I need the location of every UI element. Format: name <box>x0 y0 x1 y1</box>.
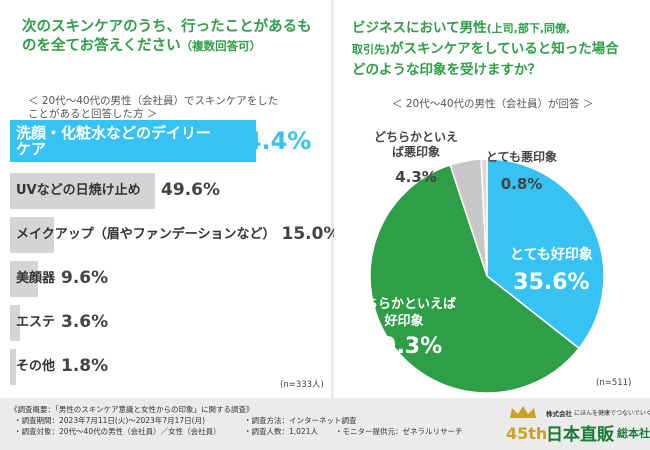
logo-corp: 株式会社 <box>546 410 572 418</box>
right-question: ビジネスにおいて男性(上司,部下,同僚, 取引先)がスキンケアをしていると知った… <box>352 20 619 78</box>
bar-value-1: 49.6% <box>161 180 220 200</box>
left-question: 次のスキンケアのうち、行ったことがあるものを全てお答えください（複数回答可） <box>22 19 312 54</box>
bar-label-1: UVなどの日焼け止め <box>16 183 141 198</box>
left-subtitle: ＜ 20代～40代の男性（会社員）でスキンケアをしたことがあると回答した方 ＞ <box>28 95 279 120</box>
pie-label-good-value: 59.3% <box>365 334 443 359</box>
pie-label-very-bad-name: とても悪印象 <box>486 150 558 164</box>
pie-label-bad-value: 4.3% <box>395 168 437 186</box>
pie-label-very-good-name: とても好印象 <box>510 247 593 263</box>
bar-label-4: エステ <box>16 315 56 330</box>
bar-label-0: 洗顔・化粧水などのデイリーケア <box>16 124 212 158</box>
logo-suffix: 総本社 <box>617 427 650 440</box>
pie-label-very-good: とても好印象 35.6% <box>510 244 593 295</box>
pie-label-good-name: どちらかといえば好印象 <box>351 297 456 329</box>
logo-name: 日本直販 <box>546 425 614 445</box>
survey-target: ・調査対象：20代～40代の男性（会社員）／女性（会社員） <box>14 427 221 436</box>
pie-label-bad-name: どちらかといえば悪印象 <box>374 130 459 159</box>
pie-label-very-good-value: 35.6% <box>513 270 590 295</box>
bar-value-3: 9.6% <box>61 268 109 288</box>
right-panel: ビジネスにおいて男性(上司,部下,同僚, 取引先)がスキンケアをしていると知った… <box>334 0 650 398</box>
pie-label-very-bad-value: 0.8% <box>500 175 543 193</box>
pie-chart <box>369 158 605 394</box>
logo-slogan: にほんを健康でつないでいく <box>574 410 650 417</box>
bar-label-2: メイクアップ（眉やファンデーションなど） <box>16 227 276 242</box>
bar-value-2: 15.0% <box>281 224 341 244</box>
right-n-count: (n=511) <box>596 378 632 388</box>
left-n-count: (n=333人) <box>280 380 324 390</box>
pie-slice-very-good <box>486 158 605 350</box>
bar-label-5: その他 <box>16 359 56 374</box>
survey-title: 《調査概要：「男性のスキンケア意識と女性からの印象」に関する調査》 <box>10 405 254 414</box>
bar-3 <box>10 261 38 297</box>
right-subtitle: ＜ 20代～40代の男性（会社員）が回答 ＞ <box>392 98 594 110</box>
logo-anniversary: 45th <box>506 424 548 443</box>
pie-label-bad: どちらかといえば悪印象 4.3% <box>374 130 458 185</box>
survey-period: ・調査期間：2023年7月11日(火)～2023年7月17日(月) <box>14 416 206 425</box>
bar-value-0: 84.4% <box>228 127 312 155</box>
company-logo: 45th 株式会社 にほんを健康でつないでいく 日本直販 総本社 <box>506 402 650 448</box>
bar-0 <box>10 120 256 162</box>
left-panel: 次のスキンケアのうち、行ったことがあるものを全てお答えください（複数回答可） ＜… <box>0 0 340 398</box>
survey-method: ・調査方法：インターネット調査 <box>244 416 357 425</box>
bar-value-4: 3.6% <box>61 312 109 332</box>
bar-5 <box>10 349 16 385</box>
survey-provider: ・モニター提供元：ゼネラルリサーチ <box>335 427 463 436</box>
crown-icon <box>510 406 536 418</box>
pie-slice-good <box>369 164 581 394</box>
pie-label-very-bad: とても悪印象 0.8% <box>486 148 557 193</box>
bar-4 <box>10 305 20 341</box>
bar-label-3: 美顔器 <box>16 271 56 286</box>
pie-slice-very-bad <box>480 158 488 277</box>
bar-1 <box>10 173 155 209</box>
pie-label-good: どちらかといえば好印象 59.3% <box>350 296 458 359</box>
survey-count: ・調査人数：1,021人 <box>244 427 318 436</box>
bar-2 <box>10 217 54 253</box>
bar-value-5: 1.8% <box>61 356 109 376</box>
